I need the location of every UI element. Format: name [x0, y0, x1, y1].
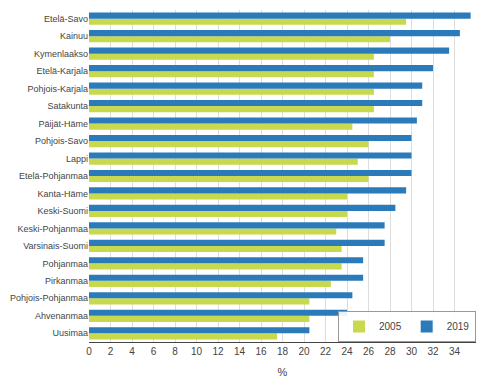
svg-text:Kainuu: Kainuu [60, 31, 88, 41]
svg-text:10: 10 [191, 346, 203, 357]
svg-text:20: 20 [298, 346, 310, 357]
svg-text:32: 32 [427, 346, 439, 357]
svg-text:0: 0 [86, 346, 92, 357]
svg-text:6: 6 [151, 346, 157, 357]
svg-text:22: 22 [320, 346, 332, 357]
svg-text:Pohjois-Karjala: Pohjois-Karjala [27, 84, 88, 94]
svg-text:Uusimaa: Uusimaa [52, 328, 88, 338]
svg-text:Pohjanmaa: Pohjanmaa [42, 259, 88, 269]
svg-text:Keski-Suomi: Keski-Suomi [37, 206, 88, 216]
svg-text:34: 34 [449, 346, 461, 357]
svg-text:4: 4 [129, 346, 135, 357]
svg-text:12: 12 [212, 346, 224, 357]
svg-text:2: 2 [108, 346, 114, 357]
svg-text:18: 18 [277, 346, 289, 357]
svg-text:Ahvenanmaa: Ahvenanmaa [35, 311, 88, 321]
svg-text:%: % [278, 366, 288, 378]
svg-text:8: 8 [172, 346, 178, 357]
svg-text:Varsinais-Suomi: Varsinais-Suomi [23, 241, 88, 251]
svg-text:Etelä-Pohjanmaa: Etelä-Pohjanmaa [19, 171, 88, 181]
svg-text:Päijät-Häme: Päijät-Häme [38, 119, 88, 129]
svg-text:26: 26 [363, 346, 375, 357]
svg-text:Kanta-Häme: Kanta-Häme [37, 189, 88, 199]
svg-text:2005: 2005 [379, 321, 402, 332]
svg-text:Pirkanmaa: Pirkanmaa [45, 276, 88, 286]
svg-text:24: 24 [341, 346, 353, 357]
svg-text:14: 14 [234, 346, 246, 357]
svg-text:Pohjois-Pohjanmaa: Pohjois-Pohjanmaa [10, 293, 88, 303]
svg-text:Lappi: Lappi [66, 154, 88, 164]
svg-text:28: 28 [384, 346, 396, 357]
svg-text:Pohjois-Savo: Pohjois-Savo [35, 136, 88, 146]
svg-text:Etelä-Savo: Etelä-Savo [44, 14, 88, 24]
svg-text:Kymenlaakso: Kymenlaakso [34, 49, 88, 59]
svg-text:16: 16 [255, 346, 267, 357]
svg-text:2019: 2019 [447, 321, 470, 332]
svg-text:Keski-Pohjanmaa: Keski-Pohjanmaa [17, 224, 88, 234]
svg-text:30: 30 [406, 346, 418, 357]
svg-text:Satakunta: Satakunta [47, 101, 88, 111]
svg-text:Etelä-Karjala: Etelä-Karjala [36, 66, 88, 76]
